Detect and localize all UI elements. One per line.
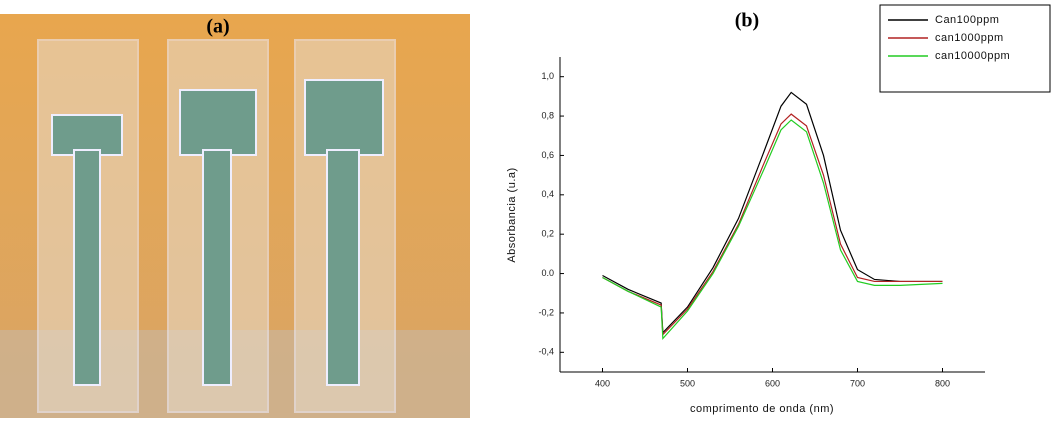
legend-label: can1000ppm	[935, 32, 1004, 44]
y-tick-label: 1,0	[541, 71, 554, 81]
y-tick-label: 0,2	[541, 229, 554, 239]
y-axis-label: Absorbancia (u.a)	[506, 167, 518, 262]
x-tick-label: 400	[595, 378, 610, 388]
y-tick-label: -0,2	[538, 307, 554, 317]
legend-label: Can100ppm	[935, 14, 999, 26]
y-tick-label: 0,8	[541, 110, 554, 120]
series-line	[602, 119, 943, 341]
x-tick-label: 700	[850, 378, 865, 388]
x-axis-label: comprimento de onda (nm)	[690, 403, 834, 415]
y-tick-label: 0,4	[541, 189, 554, 199]
x-tick-label: 800	[935, 378, 950, 388]
y-tick-label: 0,6	[541, 150, 554, 160]
x-tick-label: 600	[765, 378, 780, 388]
y-tick-label: 0.0	[541, 268, 554, 278]
y-tick-label: -0,4	[538, 347, 554, 357]
panel-label: (a)	[206, 16, 229, 38]
x-tick-label: 500	[680, 378, 695, 388]
series-line	[602, 91, 943, 335]
series-line	[602, 113, 943, 336]
legend-label: can10000ppm	[935, 50, 1010, 62]
photo: (a)	[0, 14, 470, 418]
chart-title: (b)	[735, 10, 759, 32]
